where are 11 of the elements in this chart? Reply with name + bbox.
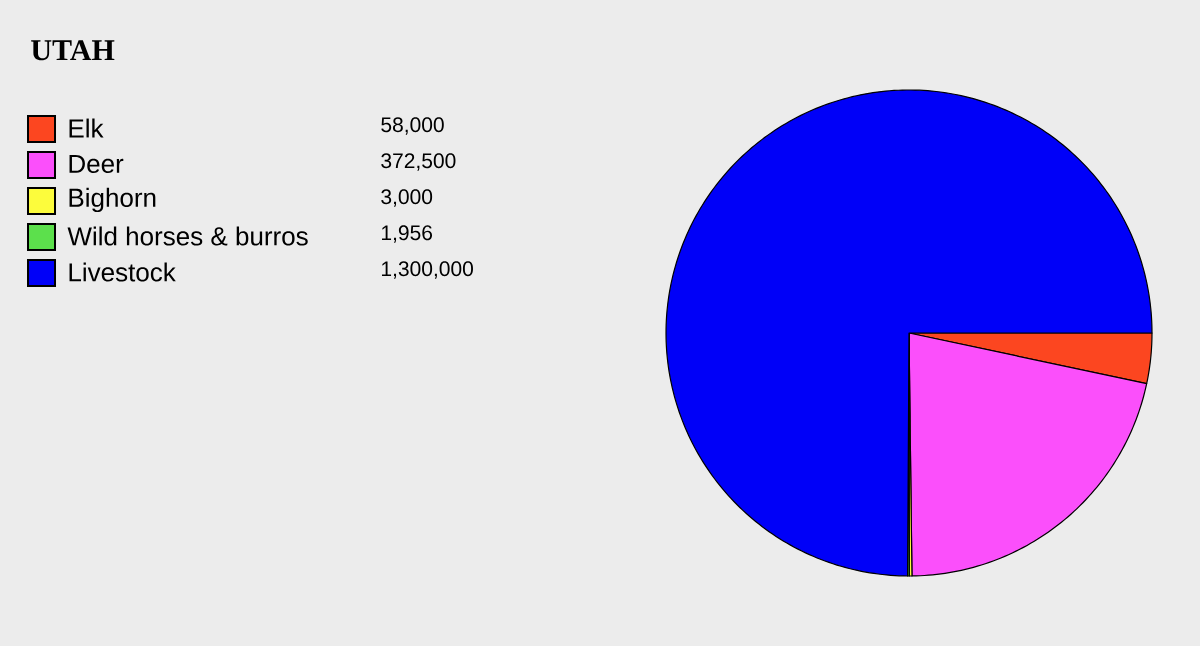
data-label: 1,300,000	[382, 261, 473, 279]
legend-label: Livestock	[69, 262, 176, 282]
data-label: 372,500	[381, 153, 456, 171]
data-label: 58,000	[381, 117, 444, 135]
chart-title: UTAH	[31, 40, 115, 61]
legend-label: Elk	[69, 118, 104, 138]
data-label: 3,000	[381, 189, 433, 207]
legend-label: Bighorn	[69, 187, 156, 213]
legend-label: Deer	[69, 154, 124, 174]
legend-label: Wild horses & burros	[67, 226, 308, 246]
data-label: 1,956	[382, 225, 433, 243]
